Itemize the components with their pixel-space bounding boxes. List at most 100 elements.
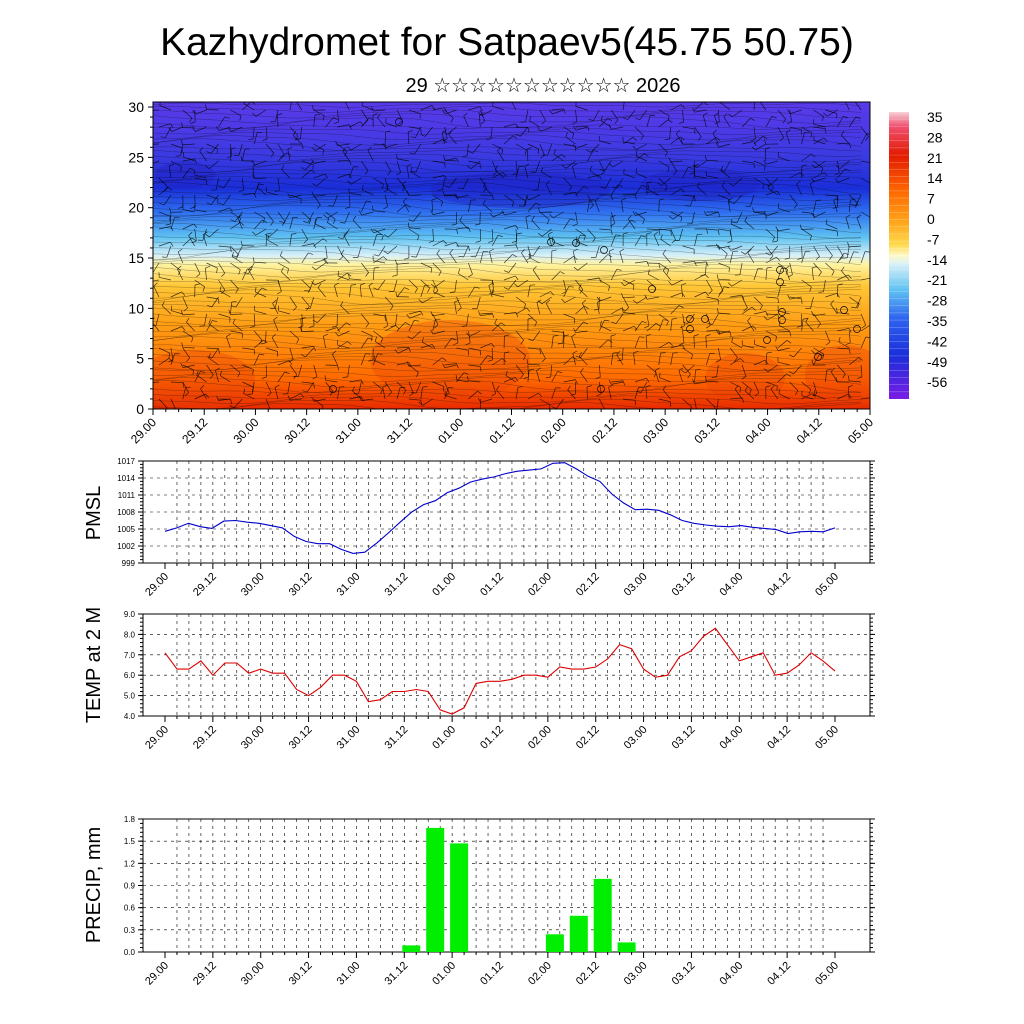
wind-barb-flag <box>557 342 563 345</box>
wind-barb-flag <box>216 126 220 131</box>
wind-barb <box>396 287 405 298</box>
wind-barb-flag <box>861 324 866 329</box>
wind-barb-flag <box>635 117 640 121</box>
wind-barb-flag <box>716 274 719 280</box>
wind-barb <box>793 364 802 375</box>
wind-barb <box>616 354 624 366</box>
wind-barb <box>694 381 707 385</box>
colorbar-label: -14 <box>927 252 947 268</box>
wind-barb-flag <box>434 324 439 329</box>
wind-barb <box>218 207 230 213</box>
wind-barb-flag <box>192 127 196 132</box>
wind-barb <box>254 261 267 264</box>
temp-y-label: 4.0 <box>124 712 136 721</box>
wind-barb-flag <box>811 213 815 218</box>
wind-barb-flag <box>202 286 205 292</box>
wind-barb <box>204 268 207 281</box>
wind-barb-flag <box>442 363 446 368</box>
wind-barb <box>253 287 263 298</box>
wind-barb-flag <box>491 393 496 397</box>
calm-circle <box>572 239 580 247</box>
wind-barb <box>349 285 352 298</box>
wind-barb-flag <box>810 132 813 138</box>
wind-barb <box>517 279 529 288</box>
wind-barb <box>759 102 767 111</box>
wind-barb <box>289 194 302 200</box>
wind-barb <box>830 371 838 383</box>
wind-barb-flag <box>279 221 285 223</box>
wind-barb-flag <box>347 146 352 151</box>
wind-barb-flag <box>796 180 801 185</box>
wind-barb <box>396 361 409 366</box>
wind-barb <box>378 245 386 257</box>
wind-barb <box>372 234 378 247</box>
wind-barb <box>361 117 370 128</box>
wind-barb <box>801 228 812 236</box>
wind-barb <box>218 313 231 318</box>
wind-barb <box>158 211 171 217</box>
wind-barb-flag <box>364 119 369 125</box>
wind-barb <box>741 117 751 128</box>
wind-barb-flag <box>262 219 267 223</box>
wind-barb-flag <box>727 246 732 251</box>
wind-barb-flag <box>367 337 373 340</box>
wind-barb-flag <box>779 137 784 142</box>
wind-barb <box>717 347 722 360</box>
wind-barb-flag <box>523 376 529 379</box>
wind-barb <box>344 102 350 111</box>
wind-barb <box>315 143 326 152</box>
pmsl-x-label: 01.12 <box>478 571 506 599</box>
wind-barb <box>563 286 570 298</box>
wind-barb <box>523 194 529 207</box>
wind-barb-flag <box>417 235 420 241</box>
wind-barb-flag <box>765 385 771 388</box>
wind-barb <box>694 261 707 264</box>
wind-barb-flag <box>274 189 280 193</box>
wind-barb-flag <box>632 284 635 290</box>
wind-barb <box>670 160 678 172</box>
contour-line <box>153 153 862 163</box>
wind-barb <box>266 191 279 196</box>
wind-barb <box>778 207 790 213</box>
contour-line <box>153 380 862 394</box>
wind-barb-flag <box>624 307 629 312</box>
wind-barb-flag <box>573 125 577 131</box>
wind-barb <box>409 313 421 319</box>
wind-barb <box>301 381 314 384</box>
wind-barb-flag <box>409 152 415 155</box>
wind-barb-flag <box>784 257 790 260</box>
wind-barb-flag <box>796 325 802 328</box>
wind-barb <box>856 217 862 230</box>
wind-barb <box>706 353 711 366</box>
wind-barb <box>158 226 171 230</box>
temp-x-label: 01.00 <box>430 724 458 752</box>
precip-x-label: 31.00 <box>335 960 363 988</box>
wind-barb-flag <box>200 384 205 389</box>
wind-barb-flag <box>470 255 476 258</box>
wind-barb <box>301 296 310 307</box>
wind-barb-flag <box>373 355 375 361</box>
wind-barb-flag <box>729 200 735 205</box>
wind-barb-flag <box>295 138 301 140</box>
wind-barb-flag <box>368 282 374 287</box>
wind-barb-flag <box>492 171 498 176</box>
wind-barb-flag <box>818 271 822 277</box>
wind-barb <box>385 143 398 148</box>
wind-barb <box>753 381 760 394</box>
wind-barb <box>777 109 786 120</box>
wind-barb-flag <box>468 246 471 252</box>
wind-barb-flag <box>631 219 636 223</box>
wind-barb <box>170 262 181 271</box>
wind-barb-flag <box>430 311 434 316</box>
wind-barb-flag <box>406 190 410 196</box>
wind-barb-flag <box>349 160 352 166</box>
wind-barb <box>384 131 386 145</box>
wind-barb <box>723 116 731 128</box>
wind-barb-flag <box>728 182 734 187</box>
wind-barb <box>716 364 719 377</box>
wind-barb-flag <box>655 367 660 371</box>
wind-barb <box>422 398 433 406</box>
wind-barb-flag <box>455 374 457 380</box>
wind-barb-flag <box>821 116 824 122</box>
temp-x-label: 30.12 <box>287 724 315 752</box>
